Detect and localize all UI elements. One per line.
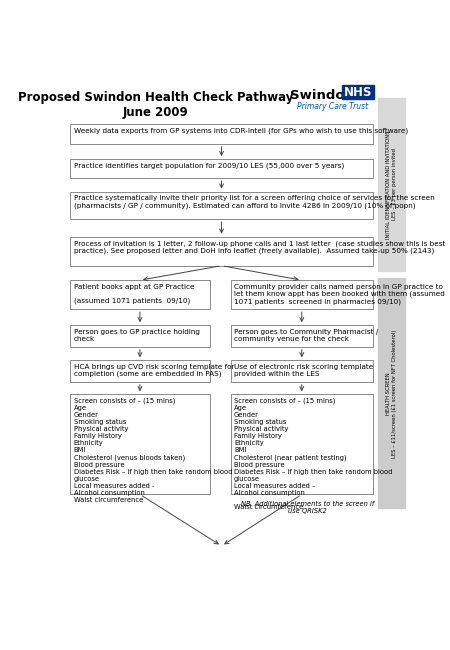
Text: Screen consists of – (15 mins)
Age
Gender
Smoking status
Physical activity
Famil: Screen consists of – (15 mins) Age Gende… — [234, 398, 392, 510]
Text: Community provider calls named person in GP practice to
let them know appt has b: Community provider calls named person in… — [234, 283, 445, 305]
Text: Primary Care Trust: Primary Care Trust — [297, 101, 368, 111]
Text: HCA brings up CVD risk scoring template for
completion (some are embedded in PAS: HCA brings up CVD risk scoring template … — [74, 364, 234, 377]
Bar — [230, 395, 373, 495]
Bar — [378, 278, 405, 508]
Bar — [70, 325, 210, 346]
Text: NB  Additional elements to the screen if
use QRISK2: NB Additional elements to the screen if … — [241, 501, 374, 514]
Text: Person goes to GP practice holding
check: Person goes to GP practice holding check — [74, 329, 200, 342]
Text: Person goes to Community Pharmacist /
community venue for the check: Person goes to Community Pharmacist / co… — [234, 329, 378, 342]
Bar — [70, 395, 210, 495]
Bar — [230, 280, 373, 309]
Text: Patient books appt at GP Practice

(assumed 1071 patients  09/10): Patient books appt at GP Practice (assum… — [74, 283, 194, 304]
Text: Screen consists of – (15 mins)
Age
Gender
Smoking status
Physical activity
Famil: Screen consists of – (15 mins) Age Gende… — [74, 398, 232, 503]
Bar — [70, 124, 373, 144]
Text: Weekly data exports from GP systems into CDR-Intell (for GPs who wish to use thi: Weekly data exports from GP systems into… — [74, 127, 408, 134]
Bar — [70, 237, 373, 266]
Bar — [342, 85, 374, 99]
Text: Practice identifies target population for 2009/10 LES (55,000 over 5 years): Practice identifies target population fo… — [74, 162, 344, 169]
Bar — [70, 192, 373, 219]
Text: NHS: NHS — [344, 86, 372, 99]
Text: INITIAL IDENTIFICATION AND INVITATIONS
LES – £3 per person invited: INITIAL IDENTIFICATION AND INVITATIONS L… — [386, 130, 397, 239]
Text: Practice systematically invite their priority list for a screen offering choice : Practice systematically invite their pri… — [74, 195, 434, 209]
Text: HEALTH SCREEN
LES – £11/screen (£1 screen for NFT Cholesterol): HEALTH SCREEN LES – £11/screen (£1 scree… — [386, 329, 397, 458]
Text: Swindon: Swindon — [290, 89, 354, 102]
Bar — [230, 360, 373, 382]
Bar — [70, 360, 210, 382]
Bar — [70, 280, 210, 309]
Text: Proposed Swindon Health Check Pathway
June 2009: Proposed Swindon Health Check Pathway Ju… — [18, 90, 293, 118]
Bar — [378, 98, 405, 270]
Bar — [230, 325, 373, 346]
Text: Use of electronic risk scoring template
provided within the LES: Use of electronic risk scoring template … — [234, 364, 374, 377]
Bar — [70, 159, 373, 178]
Text: Process of invitation is 1 letter, 2 follow-up phone calls and 1 last letter  (c: Process of invitation is 1 letter, 2 fol… — [74, 240, 445, 254]
